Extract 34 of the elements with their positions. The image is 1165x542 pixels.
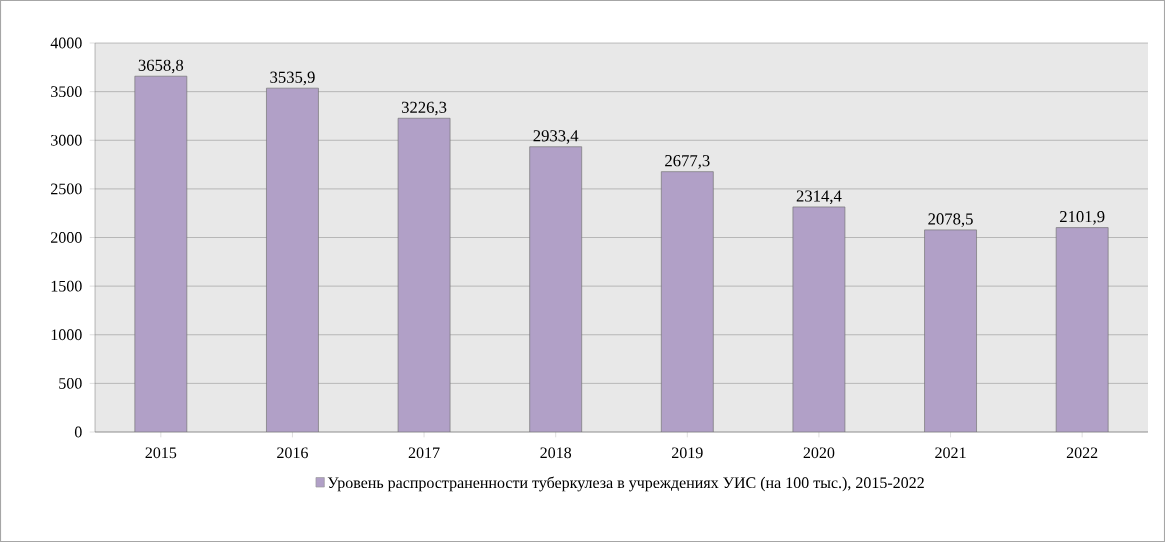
legend-label: Уровень распространенности туберкулеза в учреждениях УИС (на 100 тыс.), 2015-2022 (327, 476, 924, 492)
bar (924, 229, 977, 432)
x-tick-label: 2022 (1066, 447, 1098, 459)
bar (792, 206, 846, 432)
y-tick-label: 1500 (51, 280, 82, 292)
x-tick-label: 2015 (145, 447, 177, 459)
x-tick-label: 2018 (540, 447, 572, 459)
y-tick-label: 3000 (51, 134, 82, 146)
y-tick-label: 500 (59, 377, 82, 389)
data-label: 2101,9 (1059, 211, 1105, 225)
y-tick-label: 2500 (51, 183, 82, 195)
bar (1055, 227, 1109, 432)
y-tick-label: 2000 (51, 232, 82, 243)
x-tick-label: 2021 (935, 447, 966, 459)
bar (134, 75, 188, 432)
data-label: 3658,8 (138, 59, 184, 74)
y-tick-label: 0 (74, 426, 82, 438)
bar (266, 87, 319, 432)
data-label: 2933,4 (533, 130, 579, 144)
y-tick-label: 1000 (51, 329, 82, 341)
data-label: 3226,3 (401, 101, 447, 116)
y-tick-label: 3500 (51, 86, 82, 98)
data-label: 2677,3 (665, 155, 710, 169)
x-tick-label: 2016 (277, 447, 308, 459)
bar (529, 146, 583, 432)
data-label: 2078,5 (928, 213, 973, 227)
data-label: 2314,4 (796, 190, 842, 204)
x-tick-label: 2020 (803, 447, 835, 459)
x-tick-label: 2019 (672, 447, 703, 459)
y-tick-label: 4000 (50, 37, 82, 49)
data-label: 3535,9 (270, 71, 315, 86)
x-tick-label: 2017 (408, 447, 440, 459)
bar (397, 117, 451, 432)
bar (660, 171, 714, 432)
